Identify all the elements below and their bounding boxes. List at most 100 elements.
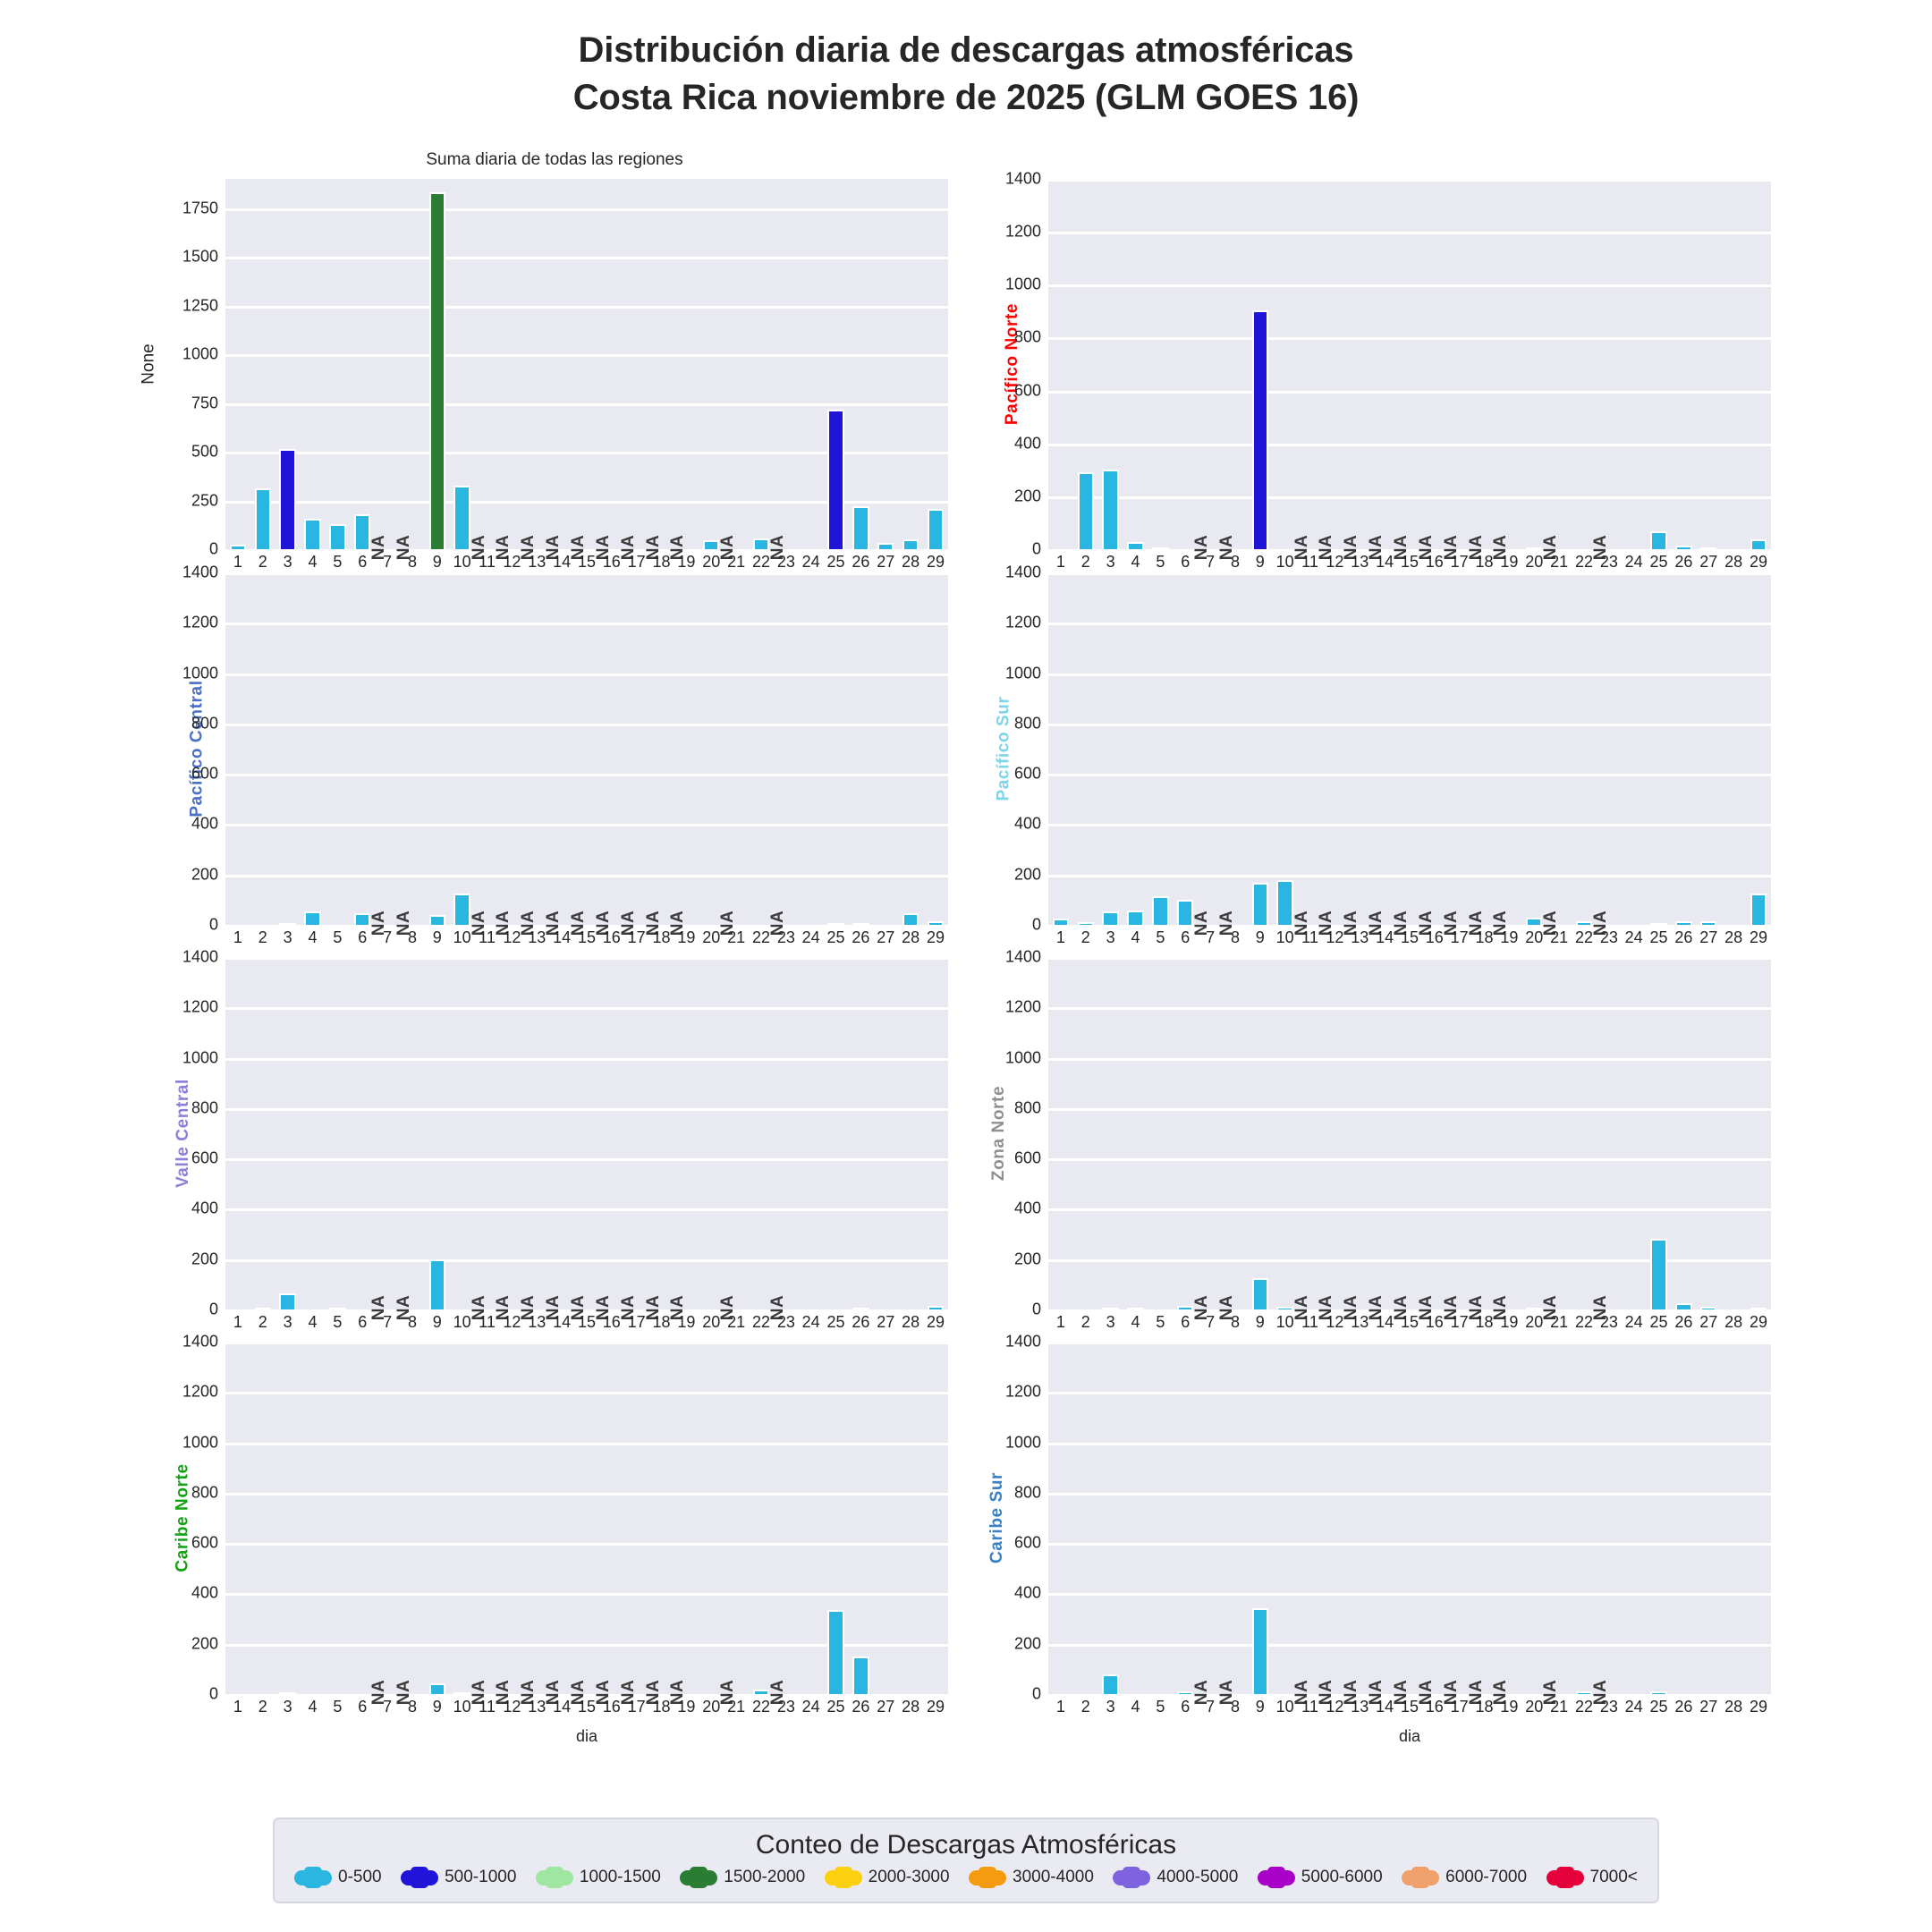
bar[interactable] [1251, 882, 1268, 925]
bar-slot[interactable]: NA [394, 179, 425, 560]
bar-slot[interactable] [450, 1342, 475, 1694]
bar[interactable] [428, 1259, 445, 1309]
bar-slot[interactable]: NA [1591, 572, 1622, 936]
bar-slot[interactable]: NA [519, 179, 549, 560]
bar[interactable] [254, 1308, 271, 1309]
bar[interactable] [852, 506, 869, 549]
bar-slot[interactable]: NA [1442, 1342, 1472, 1705]
bar-slot[interactable]: NA [1192, 572, 1223, 936]
bar-slot[interactable] [898, 179, 923, 549]
bar-slot[interactable] [1123, 1342, 1148, 1694]
bar-slot[interactable] [301, 1342, 326, 1694]
bar[interactable] [1650, 1238, 1667, 1309]
bar[interactable] [428, 1683, 445, 1694]
bar-slot[interactable] [325, 572, 350, 925]
bar-slot[interactable] [1073, 1342, 1098, 1694]
bar-slot[interactable]: NA [1342, 1342, 1372, 1705]
bar[interactable] [1102, 1308, 1119, 1309]
bar-slot[interactable] [1048, 1342, 1073, 1694]
bar-slot[interactable]: NA [544, 957, 574, 1320]
bar-slot[interactable]: NA [668, 1342, 699, 1705]
bar-slot[interactable] [1622, 572, 1647, 925]
bar[interactable] [927, 921, 945, 925]
bar[interactable] [1251, 1607, 1268, 1694]
bar-slot[interactable] [1622, 957, 1647, 1309]
bar-slot[interactable]: NA [594, 572, 624, 936]
legend-item-6[interactable]: 4000-5000 [1113, 1868, 1238, 1887]
bar-slot[interactable]: NA [1292, 1342, 1323, 1705]
bar[interactable] [329, 1308, 346, 1309]
bar[interactable] [703, 540, 720, 549]
bar-slot[interactable] [225, 1342, 250, 1694]
bar-slot[interactable] [824, 1342, 849, 1694]
bar-slot[interactable]: NA [470, 957, 500, 1320]
bar[interactable] [453, 1692, 470, 1694]
bar-slot[interactable]: NA [1417, 1342, 1447, 1705]
bar-slot[interactable] [898, 572, 923, 925]
bar-slot[interactable]: NA [1591, 179, 1622, 560]
bar-slot[interactable]: NA [1591, 1342, 1622, 1705]
bar-slot[interactable]: NA [1192, 1342, 1223, 1705]
bar-slot[interactable] [1148, 957, 1173, 1309]
bar-slot[interactable]: NA [494, 1342, 524, 1705]
bar-slot[interactable]: NA [1292, 957, 1323, 1320]
bar-slot[interactable]: NA [394, 1342, 425, 1705]
bar-slot[interactable] [1696, 572, 1721, 925]
bar-slot[interactable] [1647, 1342, 1672, 1694]
bar-slot[interactable] [1098, 1342, 1123, 1694]
bar-slot[interactable] [425, 1342, 450, 1694]
bar-slot[interactable] [1622, 1342, 1647, 1694]
bar[interactable] [852, 1657, 869, 1694]
bar-slot[interactable]: NA [1442, 572, 1472, 936]
bar-slot[interactable]: NA [519, 1342, 549, 1705]
bar[interactable] [1575, 1690, 1593, 1694]
bar[interactable] [852, 923, 869, 925]
bar-slot[interactable] [923, 572, 948, 925]
legend-item-5[interactable]: 3000-4000 [969, 1868, 1094, 1887]
bar-slot[interactable] [749, 1342, 774, 1694]
bar-slot[interactable]: NA [619, 957, 649, 1320]
bar-slot[interactable] [301, 179, 326, 549]
bar-slot[interactable]: NA [1541, 1342, 1572, 1705]
bar-slot[interactable]: NA [1392, 957, 1422, 1320]
bar-slot[interactable] [1721, 572, 1746, 925]
bar-slot[interactable] [799, 179, 824, 549]
bar[interactable] [428, 914, 445, 925]
bar-slot[interactable] [1521, 957, 1546, 1309]
bar-slot[interactable] [1248, 957, 1273, 1309]
bar-slot[interactable] [1148, 572, 1173, 925]
bar-slot[interactable] [325, 1342, 350, 1694]
bar-slot[interactable] [275, 179, 301, 549]
bar-slot[interactable] [1048, 179, 1073, 549]
bar-slot[interactable]: NA [1217, 957, 1248, 1320]
bar-slot[interactable]: NA [1192, 179, 1223, 560]
bar-slot[interactable]: NA [1217, 572, 1248, 936]
bar-slot[interactable]: NA [1417, 957, 1447, 1320]
bar-slot[interactable]: NA [1541, 957, 1572, 1320]
bar-slot[interactable] [873, 957, 898, 1309]
bar[interactable] [1177, 1691, 1194, 1694]
bar[interactable] [229, 544, 247, 549]
bar-slot[interactable] [1123, 957, 1148, 1309]
bar-slot[interactable]: NA [768, 957, 799, 1320]
bar[interactable] [1077, 471, 1094, 549]
bar-slot[interactable] [325, 179, 350, 549]
bar-slot[interactable] [824, 179, 849, 549]
bar-slot[interactable] [873, 1342, 898, 1694]
bar-slot[interactable] [350, 572, 375, 925]
bar-slot[interactable]: NA [569, 572, 599, 936]
bar-slot[interactable]: NA [1491, 572, 1521, 936]
bar-slot[interactable] [1746, 572, 1771, 925]
bar-slot[interactable]: NA [369, 572, 400, 936]
bar-slot[interactable]: NA [1367, 957, 1397, 1320]
bar[interactable] [902, 913, 919, 925]
bar[interactable] [428, 191, 445, 549]
bar-slot[interactable] [1647, 179, 1672, 549]
bar-slot[interactable] [1647, 957, 1672, 1309]
bar[interactable] [1276, 1306, 1293, 1309]
bar-slot[interactable]: NA [1317, 179, 1347, 560]
bar-slot[interactable]: NA [594, 957, 624, 1320]
bar-slot[interactable] [425, 572, 450, 925]
bar-slot[interactable] [1273, 957, 1298, 1309]
bar-slot[interactable]: NA [668, 179, 699, 560]
